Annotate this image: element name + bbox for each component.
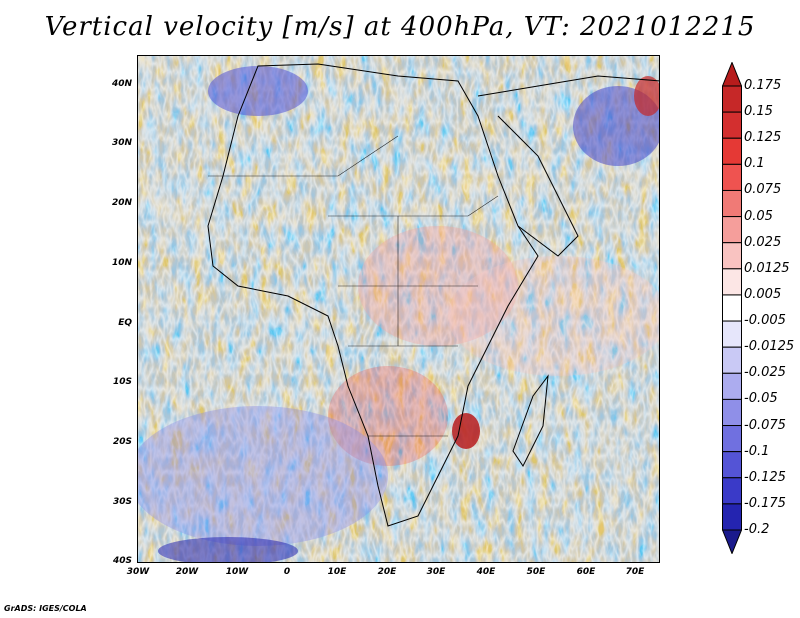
lat-label-eq: EQ (118, 318, 132, 328)
colorbar-segment (722, 477, 742, 505)
colorbar-segment (722, 216, 742, 244)
colorbar-label: 0.075 (744, 182, 782, 198)
lon-label-50e: 50E (526, 567, 546, 577)
tint-south-atlantic (138, 406, 388, 546)
lon-label-20e: 20E (377, 567, 397, 577)
colorbar-segment (722, 85, 742, 113)
colorbar-segment (722, 451, 742, 479)
colorbar-segment (722, 137, 742, 165)
colorbar-segment (722, 372, 742, 400)
lon-label-10e: 10E (327, 567, 347, 577)
lat-label-30s: 30S (112, 497, 132, 507)
colorbar-label: -0.0125 (744, 339, 795, 355)
colorbar-top-arrow (722, 62, 742, 87)
colorbar-segment (722, 503, 742, 531)
field-streaks (138, 56, 659, 562)
tint-mozambique-updraft (452, 413, 480, 449)
colorbar-label: -0.175 (744, 495, 786, 511)
colorbar-label: 0.0125 (744, 260, 790, 276)
lon-label-10w: 10W (225, 567, 249, 577)
border-sahel (328, 195, 499, 217)
colorbar-label: 0.1 (744, 156, 765, 172)
colorbar-segment (722, 111, 742, 139)
colorbar-segment (722, 320, 742, 348)
colorbar-label: 0.005 (744, 286, 782, 302)
lat-label-10s: 10S (112, 377, 132, 387)
colorbar-label: 0.175 (744, 78, 782, 93)
colorbar-label: 0.125 (744, 130, 782, 146)
colorbar-segment (722, 398, 742, 427)
tint-indian-ocean (448, 256, 659, 376)
colorbar-label: -0.025 (744, 365, 786, 381)
colorbar-bottom-arrow (722, 529, 742, 554)
lon-label-30e: 30E (426, 567, 446, 577)
madagascar-outline (512, 374, 549, 467)
lat-label-20s: 20S (112, 437, 132, 447)
lat-label-20n: 20N (111, 198, 132, 208)
lat-label-40s: 40S (112, 556, 132, 566)
lon-label-30w: 30W (126, 567, 150, 577)
colorbar-segment (722, 268, 742, 296)
lat-label-30n: 30N (111, 138, 132, 148)
colorbar-label: 0.15 (744, 104, 773, 120)
colorbar-segment (722, 189, 742, 218)
colorbar-label: 0.025 (744, 234, 782, 250)
colorbar-label: 0.05 (744, 208, 773, 224)
lon-label-70e: 70E (625, 567, 645, 577)
colorbar-segment (722, 294, 742, 322)
tint-afghanistan-updraft (634, 76, 659, 116)
tint-deep-downdraft (158, 537, 298, 562)
lon-label-60e: 60E (576, 567, 596, 577)
lon-label-40e: 40E (476, 567, 496, 577)
border-sahara (208, 135, 399, 177)
lat-label-40n: 40N (111, 79, 132, 89)
colorbar-label: -0.1 (744, 443, 770, 459)
colorbar-segment (722, 346, 742, 374)
arabia-outline (497, 115, 579, 257)
colorbar-segment (722, 163, 742, 191)
lon-label-20w: 20W (175, 567, 199, 577)
map-panel (137, 55, 660, 563)
lat-label-10n: 10N (111, 258, 132, 268)
africa-outline (207, 63, 539, 527)
colorbar-label: -0.005 (744, 313, 786, 329)
colorbar-label: -0.2 (744, 522, 770, 537)
country-borders (208, 135, 499, 437)
credit-text: GrADS: IGES/COLA (4, 604, 87, 613)
colorbar-label: -0.05 (744, 391, 778, 407)
colorbar-label: -0.075 (744, 417, 786, 433)
velocity-field-map (138, 56, 659, 562)
tint-southern-africa (328, 366, 448, 466)
lon-label-0: 0 (283, 567, 291, 577)
colorbar-segment (722, 242, 742, 270)
colorbar (722, 62, 742, 554)
mediterranean-asia-outline (477, 75, 659, 97)
tint-morocco-downdraft (208, 66, 308, 116)
colorbar-segment (722, 425, 742, 453)
colorbar-label: -0.125 (744, 469, 786, 485)
chart-title: Vertical velocity [m/s] at 400hPa, VT: 2… (44, 12, 756, 42)
coastlines (207, 63, 659, 527)
